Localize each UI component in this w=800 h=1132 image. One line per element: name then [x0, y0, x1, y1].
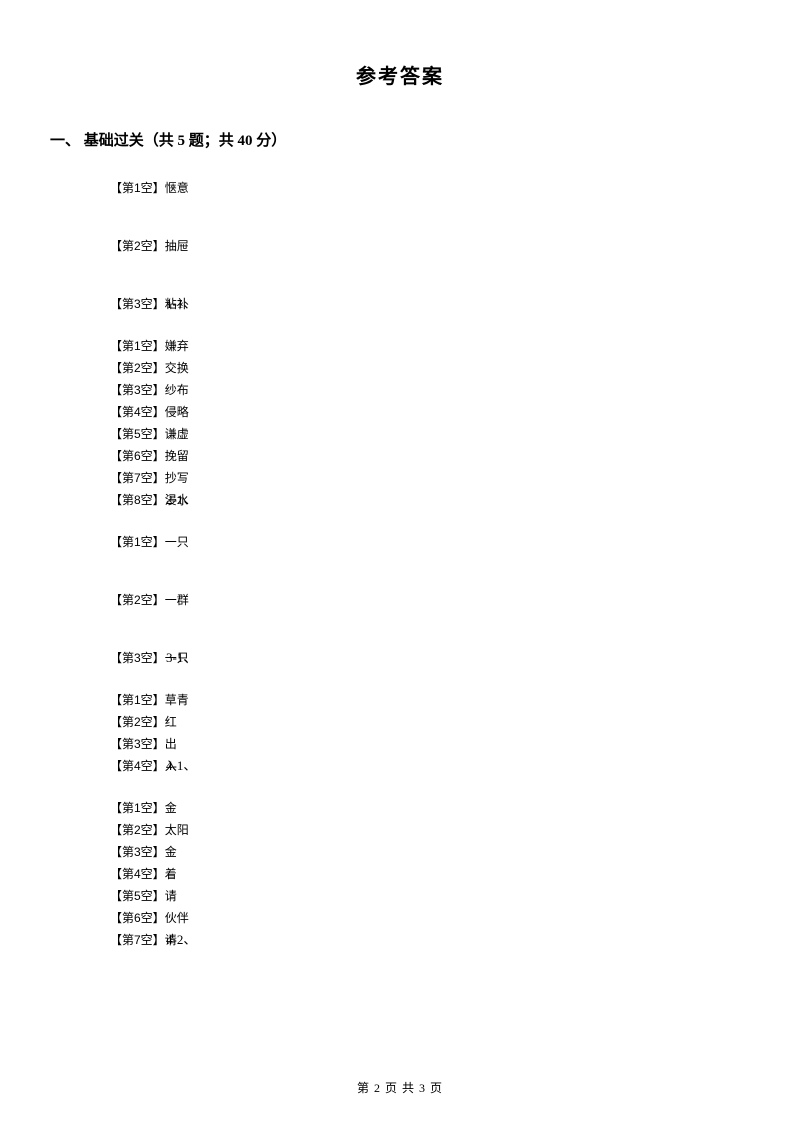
blank-label: 【第3空】 — [110, 737, 165, 751]
blank-label: 【第2空】 — [110, 593, 165, 607]
answer-line: 【第3空】纱布 — [110, 380, 740, 400]
spacing — [60, 670, 740, 690]
blank-label: 【第5空】 — [110, 889, 165, 903]
blank-value: 挽留 — [165, 449, 189, 463]
blank-value: 红 — [165, 715, 177, 729]
blank-label: 【第4空】 — [110, 867, 165, 881]
answer-line: 【第6空】挽留 — [110, 446, 740, 466]
blank-value: 太阳 — [165, 823, 189, 837]
answer-group: 【第1空】草青【第2空】红【第3空】出【第4空】入4-1、 — [110, 690, 740, 776]
blank-value: 嫌弃 — [165, 339, 189, 353]
blank-label: 【第1空】 — [110, 801, 165, 815]
answer-group: 【第1空】惬意【第2空】抽屉【第3空】粘补1-1、 — [110, 178, 740, 314]
answer-line: 【第7空】抄写 — [110, 468, 740, 488]
blank-label: 【第2空】 — [110, 823, 165, 837]
answer-line: 【第2空】一群 — [110, 590, 740, 610]
page-title: 参考答案 — [60, 60, 740, 89]
answer-line: 【第3空】一只3-1、 — [110, 648, 740, 668]
blank-value: 一只 — [165, 535, 189, 549]
blank-value: 金 — [165, 801, 177, 815]
answer-line: 【第1空】金 — [110, 798, 740, 818]
blank-label: 【第2空】 — [110, 715, 165, 729]
spacing — [60, 952, 740, 972]
spacing — [110, 258, 740, 294]
blank-value: 着 — [165, 867, 177, 881]
blank-value: 伙伴 — [165, 911, 189, 925]
spacing — [110, 554, 740, 590]
blank-label: 【第7空】 — [110, 933, 165, 947]
answer-line: 【第2空】抽屉 — [110, 236, 740, 256]
spacing — [110, 200, 740, 236]
spacing — [60, 316, 740, 336]
answer-line: 【第3空】出 — [110, 734, 740, 754]
answer-line: 【第1空】惬意 — [110, 178, 740, 198]
blank-label: 【第1空】 — [110, 535, 165, 549]
answer-line: 【第4空】着 — [110, 864, 740, 884]
answer-line: 【第5空】谦虚 — [110, 424, 740, 444]
answer-line: 【第7空】请4-2、 — [110, 930, 740, 950]
answer-line: 【第2空】太阳 — [110, 820, 740, 840]
question-number: 3-1、 — [166, 648, 196, 668]
section-header: 一、 基础过关（共 5 题；共 40 分） — [50, 129, 740, 150]
spacing — [60, 778, 740, 798]
blank-value: 谦虚 — [165, 427, 189, 441]
blank-value: 金 — [165, 845, 177, 859]
answer-line: 【第4空】入4-1、 — [110, 756, 740, 776]
answer-content: 【第1空】惬意【第2空】抽屉【第3空】粘补1-1、【第1空】嫌弃【第2空】交换【… — [60, 178, 740, 972]
blank-value: 交换 — [165, 361, 189, 375]
blank-label: 【第5空】 — [110, 427, 165, 441]
answer-line: 【第1空】嫌弃 — [110, 336, 740, 356]
answer-line: 【第3空】金 — [110, 842, 740, 862]
blank-label: 【第8空】 — [110, 493, 165, 507]
blank-value: 一群 — [165, 593, 189, 607]
question-number: 1-1、 — [166, 294, 196, 314]
answer-group: 【第1空】嫌弃【第2空】交换【第3空】纱布【第4空】侵略【第5空】谦虚【第6空】… — [110, 336, 740, 510]
blank-value: 请 — [165, 889, 177, 903]
blank-label: 【第2空】 — [110, 361, 165, 375]
blank-label: 【第7空】 — [110, 471, 165, 485]
blank-value: 出 — [165, 737, 177, 751]
blank-label: 【第6空】 — [110, 911, 165, 925]
blank-label: 【第4空】 — [110, 759, 165, 773]
question-number: 4-1、 — [166, 756, 196, 776]
blank-value: 抽屉 — [165, 239, 189, 253]
blank-label: 【第1空】 — [110, 339, 165, 353]
spacing — [110, 612, 740, 648]
blank-value: 抄写 — [165, 471, 189, 485]
answer-line: 【第2空】交换 — [110, 358, 740, 378]
answer-group: 【第1空】金【第2空】太阳【第3空】金【第4空】着【第5空】请【第6空】伙伴【第… — [110, 798, 740, 950]
blank-label: 【第1空】 — [110, 181, 165, 195]
blank-value: 惬意 — [165, 181, 189, 195]
question-number: 2-1、 — [166, 490, 196, 510]
blank-label: 【第2空】 — [110, 239, 165, 253]
question-number: 4-2、 — [166, 930, 196, 950]
answer-line: 【第5空】请 — [110, 886, 740, 906]
answer-line: 【第3空】粘补1-1、 — [110, 294, 740, 314]
blank-value: 侵略 — [165, 405, 189, 419]
blank-value: 草青 — [165, 693, 189, 707]
answer-line: 【第4空】侵略 — [110, 402, 740, 422]
blank-label: 【第3空】 — [110, 297, 165, 311]
blank-label: 【第1空】 — [110, 693, 165, 707]
answer-group: 【第1空】一只【第2空】一群【第3空】一只3-1、 — [110, 532, 740, 668]
spacing — [60, 512, 740, 532]
answer-line: 【第6空】伙伴 — [110, 908, 740, 928]
blank-label: 【第6空】 — [110, 449, 165, 463]
blank-value: 纱布 — [165, 383, 189, 397]
answer-line: 【第1空】草青 — [110, 690, 740, 710]
answer-line: 【第8空】浸水2-1、 — [110, 490, 740, 510]
answer-line: 【第1空】一只 — [110, 532, 740, 552]
blank-label: 【第3空】 — [110, 845, 165, 859]
blank-label: 【第3空】 — [110, 383, 165, 397]
page-footer: 第 2 页 共 3 页 — [0, 1079, 800, 1096]
answer-line: 【第2空】红 — [110, 712, 740, 732]
blank-label: 【第4空】 — [110, 405, 165, 419]
blank-label: 【第3空】 — [110, 651, 165, 665]
